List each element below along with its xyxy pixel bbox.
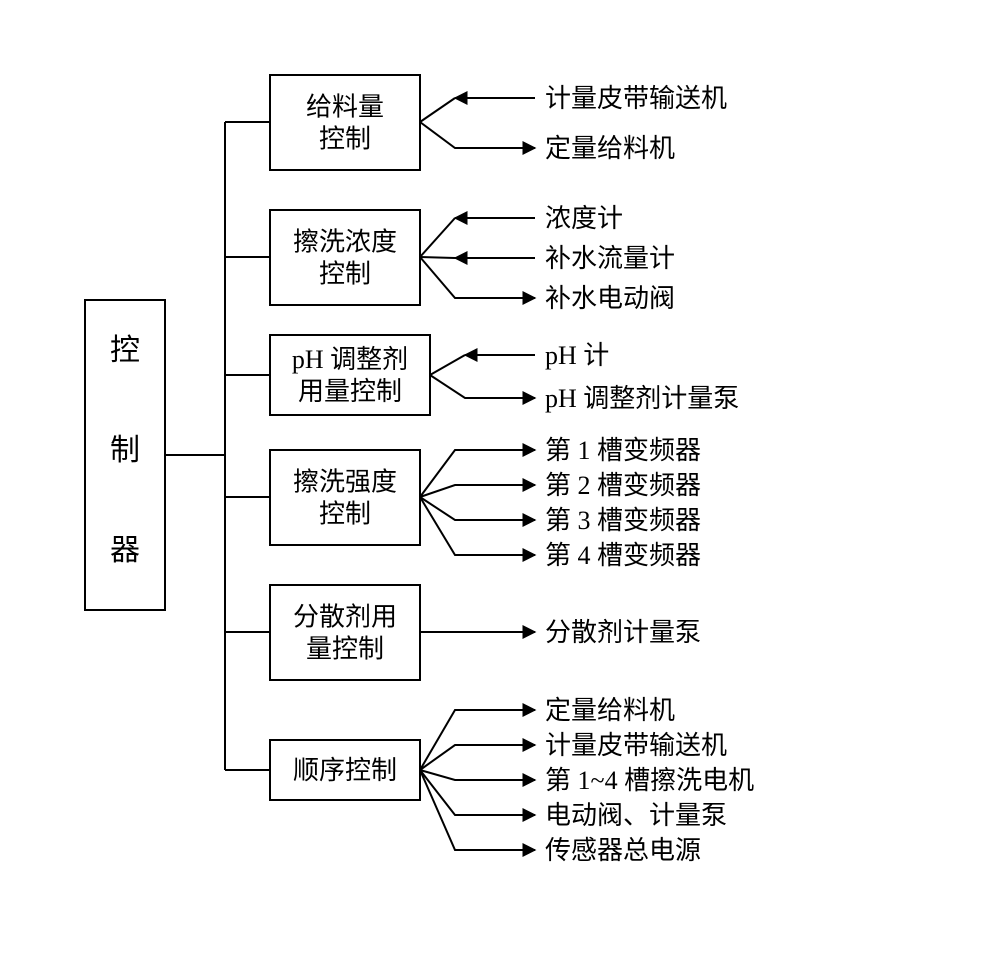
dispersant-label: 量控制 [306, 635, 384, 664]
controller-label-char: 制 [110, 434, 140, 467]
scrub-conc-leaf-fan [420, 257, 455, 258]
sequence-leaf-arrow [420, 745, 535, 770]
intensity-leaf-arrow [420, 497, 535, 555]
scrub-conc-leaf-text: 补水电动阀 [545, 284, 675, 313]
feed-leaf-text: 定量给料机 [545, 134, 675, 163]
intensity-leaf-text: 第 2 槽变频器 [545, 471, 701, 500]
sequence-label: 顺序控制 [293, 756, 397, 785]
diagram-canvas: 控制器给料量控制计量皮带输送机定量给料机擦洗浓度控制浓度计补水流量计补水电动阀p… [0, 0, 1000, 960]
feed-leaf-fan [420, 98, 455, 122]
controller-label-char: 器 [110, 534, 140, 567]
intensity-leaf-arrow [420, 485, 535, 497]
intensity-leaf-text: 第 4 槽变频器 [545, 541, 701, 570]
intensity-leaf-arrow [420, 450, 535, 497]
intensity-box [270, 450, 420, 545]
sequence-leaf-text: 电动阀、计量泵 [545, 801, 727, 830]
controller-label-char: 控 [110, 334, 140, 367]
ph-leaf-arrow [430, 375, 535, 398]
feed-label: 给料量 [306, 93, 384, 122]
sequence-leaf-text: 定量给料机 [545, 696, 675, 725]
ph-label: 用量控制 [298, 377, 402, 406]
intensity-leaf-text: 第 3 槽变频器 [545, 506, 701, 535]
sequence-leaf-text: 计量皮带输送机 [545, 731, 727, 760]
scrub-conc-leaf-text: 补水流量计 [545, 244, 675, 273]
scrub-conc-leaf-text: 浓度计 [545, 204, 623, 233]
sequence-leaf-arrow [420, 770, 535, 850]
feed-label: 控制 [319, 125, 371, 154]
intensity-label: 擦洗强度 [293, 468, 397, 497]
feed-box [270, 75, 420, 170]
feed-leaf-text: 计量皮带输送机 [545, 84, 727, 113]
scrub-conc-leaf-arrow [420, 257, 535, 298]
intensity-leaf-arrow [420, 497, 535, 520]
dispersant-leaf-text: 分散剂计量泵 [545, 618, 701, 647]
sequence-leaf-arrow [420, 770, 535, 780]
sequence-leaf-arrow [420, 710, 535, 770]
scrub-conc-label: 控制 [319, 260, 371, 289]
intensity-label: 控制 [319, 500, 371, 529]
sequence-leaf-text: 第 1~4 槽擦洗电机 [545, 766, 754, 795]
dispersant-label: 分散剂用 [293, 603, 397, 632]
scrub-conc-label: 擦洗浓度 [293, 228, 397, 257]
scrub-conc-leaf-fan [420, 218, 455, 257]
sequence-leaf-text: 传感器总电源 [545, 836, 701, 865]
ph-label: pH 调整剂 [292, 345, 408, 374]
dispersant-box [270, 585, 420, 680]
feed-leaf-arrow [420, 122, 535, 148]
scrub-conc-box [270, 210, 420, 305]
ph-leaf-text: pH 计 [545, 341, 609, 370]
ph-leaf-fan [430, 355, 465, 375]
intensity-leaf-text: 第 1 槽变频器 [545, 436, 701, 465]
ph-leaf-text: pH 调整剂计量泵 [545, 384, 739, 413]
